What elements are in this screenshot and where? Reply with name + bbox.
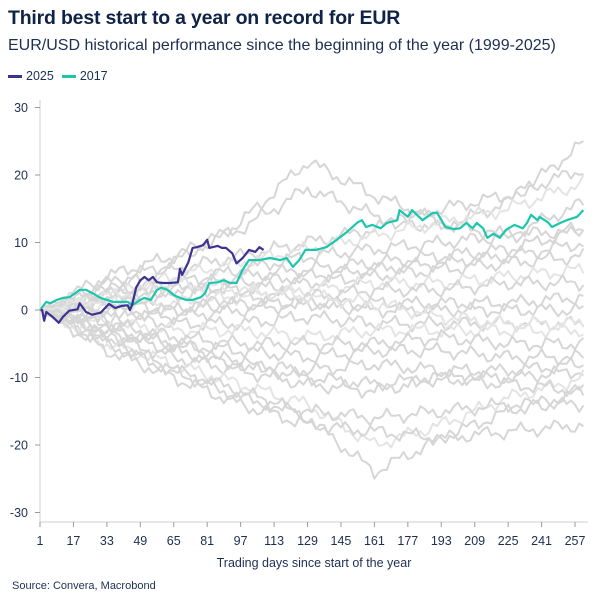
y-tick-label: -30 xyxy=(10,506,28,520)
legend-item-2025: 2025 xyxy=(8,69,54,83)
y-tick-label: -10 xyxy=(10,371,28,385)
x-tick-label: 129 xyxy=(297,534,318,548)
source-note: Source: Convera, Macrobond xyxy=(12,580,156,592)
y-tick-label: 10 xyxy=(14,236,28,250)
x-tick-label: 257 xyxy=(565,534,586,548)
x-tick-label: 97 xyxy=(234,534,248,548)
legend-item-2017: 2017 xyxy=(61,69,108,83)
x-tick-label: 209 xyxy=(464,534,485,548)
x-tick-label: 161 xyxy=(364,534,385,548)
series-line-other-year xyxy=(39,309,584,399)
series-line-other-year xyxy=(40,292,584,324)
chart-subtitle: EUR/USD historical performance since the… xyxy=(8,37,556,54)
x-tick-label: 113 xyxy=(264,534,284,548)
y-tick-label: 0 xyxy=(21,304,28,318)
other-years-lines xyxy=(39,140,585,480)
x-tick-label: 81 xyxy=(200,534,214,548)
series-line-other-year xyxy=(39,308,584,379)
x-tick-label: 193 xyxy=(431,534,452,548)
series-line-other-year xyxy=(39,169,584,311)
x-tick-label: 49 xyxy=(133,534,147,548)
series-line-other-year xyxy=(39,309,585,427)
series-line-2025 xyxy=(40,238,265,324)
x-axis-title: Trading days since start of the year xyxy=(217,556,412,570)
legend-label: 2025 xyxy=(26,69,54,83)
series-line-other-year xyxy=(39,198,585,311)
series-line-other-year xyxy=(39,308,585,480)
series-line-other-year xyxy=(39,309,585,353)
x-tick-label: 65 xyxy=(167,534,181,548)
series-line-other-year xyxy=(40,295,584,326)
series-line-other-year xyxy=(39,277,585,333)
series-line-other-year xyxy=(39,239,584,314)
series-line-other-year xyxy=(39,140,584,311)
series-line-other-year xyxy=(39,309,584,446)
x-tick-label: 17 xyxy=(66,534,80,548)
chart-title: Third best start to a year on record for… xyxy=(8,7,401,29)
legend: 2025 2017 xyxy=(8,69,108,83)
x-tick-label: 145 xyxy=(331,534,352,548)
x-tick-label: 177 xyxy=(397,534,418,548)
legend-label: 2017 xyxy=(79,69,108,83)
series-line-2017 xyxy=(39,209,585,311)
x-tick-label: 33 xyxy=(100,534,114,548)
y-tick-label: 20 xyxy=(14,169,28,183)
series-line-other-year xyxy=(39,308,585,367)
legend-swatch-2025 xyxy=(8,74,22,78)
axes: 30 20 10 0 -10 -20 -30 1 17 33 49 65 81 97 113 129 145 16… xyxy=(10,100,588,548)
x-tick-label: 241 xyxy=(531,534,552,548)
y-tick-label: -20 xyxy=(10,439,28,453)
x-tick-label: 1 xyxy=(37,534,44,548)
series-line-other-year xyxy=(39,308,584,344)
x-tick-label: 225 xyxy=(498,534,519,548)
legend-swatch-2017 xyxy=(61,74,76,78)
series-line-other-year xyxy=(39,308,585,397)
y-tick-label: 30 xyxy=(14,101,28,115)
highlight-lines xyxy=(39,209,585,324)
